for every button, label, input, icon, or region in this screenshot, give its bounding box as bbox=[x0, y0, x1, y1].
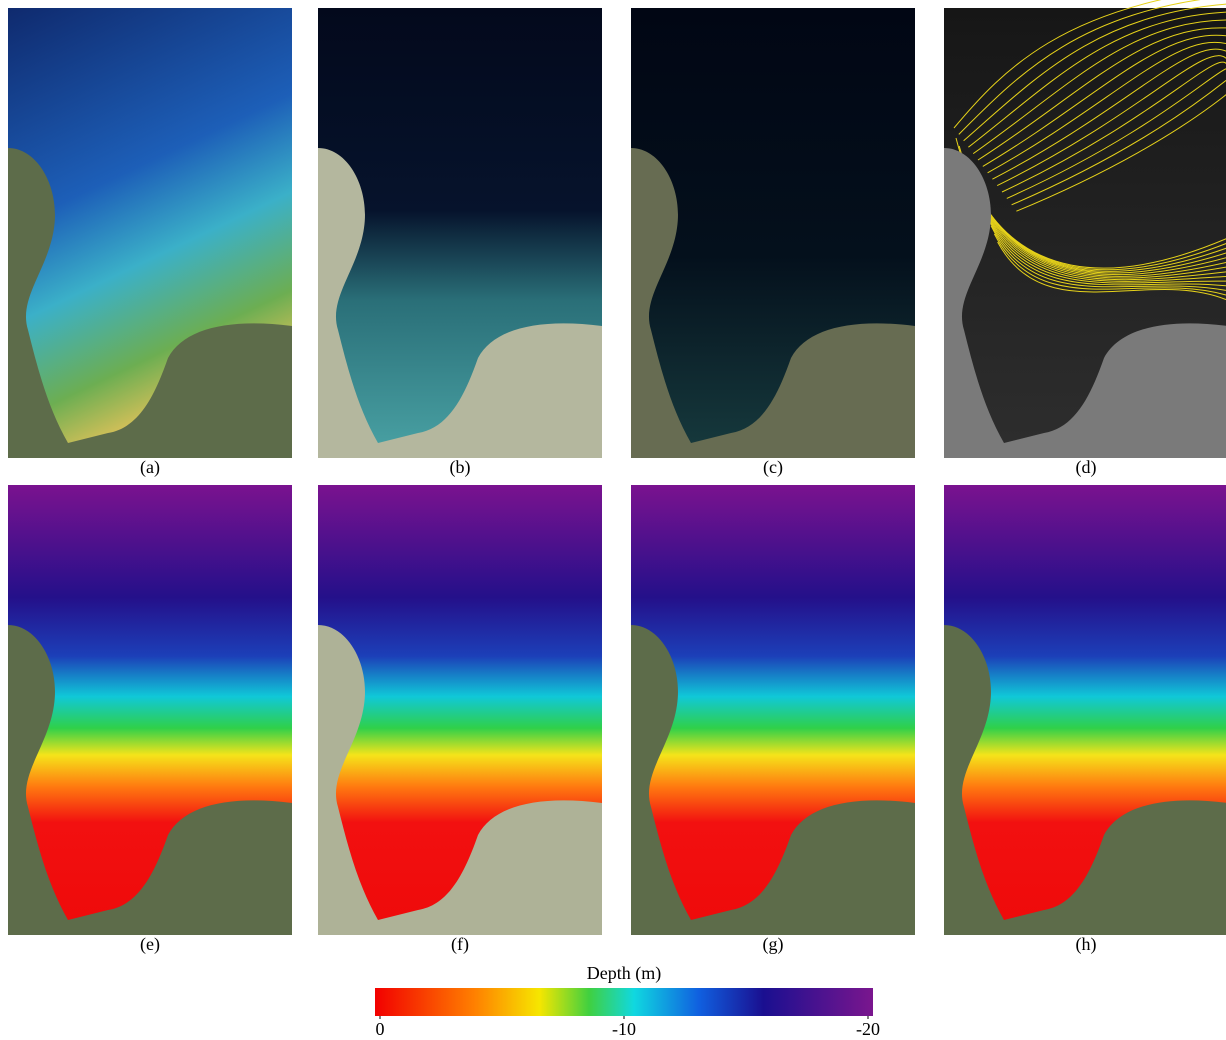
colorbar-gradient bbox=[375, 988, 873, 1016]
panel-label: (g) bbox=[763, 934, 784, 955]
panel bbox=[944, 485, 1226, 935]
panel bbox=[318, 485, 602, 935]
panel bbox=[944, 0, 1226, 458]
tick-label: -20 bbox=[856, 1019, 880, 1039]
figure: (a) (b) (c) (d) (e) (f) (g) (h) Depth (m) 0 -10 -… bbox=[0, 0, 1226, 1040]
panel bbox=[8, 485, 292, 935]
panel bbox=[8, 8, 292, 458]
panel bbox=[318, 8, 602, 458]
panel-label: (b) bbox=[450, 457, 471, 478]
panel bbox=[631, 485, 915, 935]
panel-label: (c) bbox=[763, 457, 783, 478]
panel-grid: (a) (b) (c) (d) (e) (f) (g) (h) bbox=[8, 0, 1226, 955]
tick-label: 0 bbox=[376, 1019, 385, 1039]
panel-label: (h) bbox=[1076, 934, 1097, 955]
panel-label: (e) bbox=[140, 934, 160, 955]
colorbar: Depth (m) 0 -10 -20 bbox=[375, 963, 880, 1039]
colorbar-title: Depth (m) bbox=[587, 963, 661, 984]
panel-label: (d) bbox=[1076, 457, 1097, 478]
panel-label: (a) bbox=[140, 457, 160, 478]
panel-label: (f) bbox=[451, 934, 469, 955]
panel bbox=[631, 8, 915, 458]
tick-label: -10 bbox=[612, 1019, 636, 1039]
